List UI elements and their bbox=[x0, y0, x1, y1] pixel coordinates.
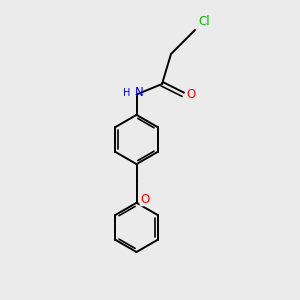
Text: H: H bbox=[122, 88, 130, 98]
Text: O: O bbox=[140, 193, 149, 206]
Text: N: N bbox=[135, 86, 144, 99]
Text: O: O bbox=[186, 88, 195, 101]
Text: Cl: Cl bbox=[199, 15, 210, 28]
